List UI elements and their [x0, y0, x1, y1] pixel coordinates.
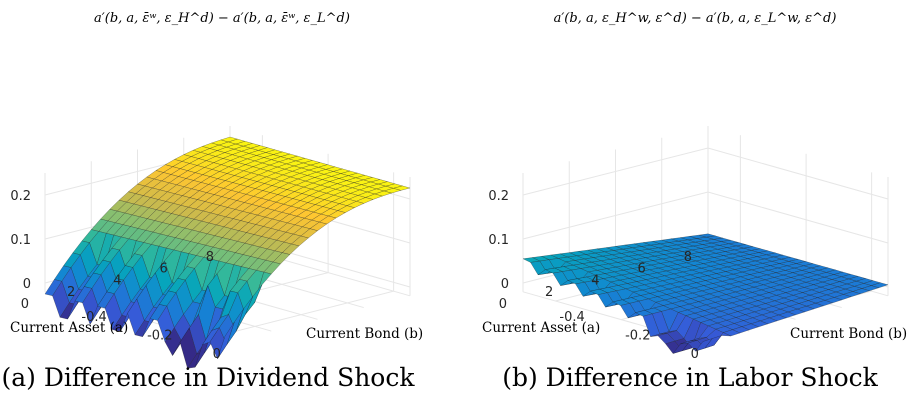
asset-tick-label: 6 [159, 262, 167, 277]
asset-tick-label: 2 [545, 285, 553, 300]
surface-patch [695, 338, 713, 352]
z-tick-label: 0.2 [10, 189, 31, 204]
asset-tick-label: 4 [113, 273, 121, 288]
z-tick-label: 0 [23, 277, 31, 292]
asset-tick-label: 8 [684, 250, 692, 265]
bond-tick-label: 0 [691, 347, 699, 362]
z-tick-label: 0.1 [10, 233, 31, 248]
asset-tick-label: 8 [206, 250, 214, 265]
bond-tick-label: -0.2 [147, 329, 172, 344]
panel-a-surface-plot: 0 0.1 0.2 0 2 4 6 8 -0.4 -0.2 0 [10, 126, 411, 369]
bond-tick-label: 0 [213, 347, 221, 362]
panel-b-bond-axis-label: Current Bond (b) [790, 326, 907, 342]
asset-tick-label: 4 [591, 273, 599, 288]
z-tick-label: 0 [501, 277, 509, 292]
panel-b-title: a′(b, a, ε_H^w, ε^d) − a′(b, a, ε_L^w, ε… [554, 11, 837, 26]
panel-a-asset-axis-label: Current Asset (a) [10, 320, 128, 336]
asset-tick-label: 0 [21, 297, 29, 312]
bond-tick-label: -0.4 [559, 310, 584, 325]
panel-a: a′(b, a, ε̄ʷ, ε_H^d) − a′(b, a, ε̄ʷ, ε_L… [1, 11, 423, 392]
surface-patch [217, 322, 235, 359]
panel-a-bond-axis-label: Current Bond (b) [306, 326, 423, 342]
bond-tick-label: -0.4 [81, 310, 106, 325]
panel-b-caption: (b) Difference in Labor Shock [502, 363, 878, 392]
panel-b: a′(b, a, ε_H^w, ε^d) − a′(b, a, ε_L^w, ε… [482, 11, 907, 392]
grid-line [522, 147, 889, 200]
asset-tick-label: 2 [67, 285, 75, 300]
grid-line [208, 290, 394, 339]
z-tick-label: 0.2 [488, 189, 509, 204]
bond-tick-label: -0.2 [625, 329, 650, 344]
panel-a-title: a′(b, a, ε̄ʷ, ε_H^d) − a′(b, a, ε̄ʷ, ε_L… [94, 11, 350, 26]
panel-b-surface-plot: 0 0.1 0.2 0 2 4 6 8 -0.4 -0.2 0 [488, 126, 889, 362]
panel-b-asset-axis-label: Current Asset (a) [482, 320, 600, 336]
asset-tick-label: 0 [499, 297, 507, 312]
asset-tick-label: 6 [637, 262, 645, 277]
panel-a-caption: (a) Difference in Dividend Shock [1, 363, 415, 392]
z-tick-label: 0.1 [488, 233, 509, 248]
